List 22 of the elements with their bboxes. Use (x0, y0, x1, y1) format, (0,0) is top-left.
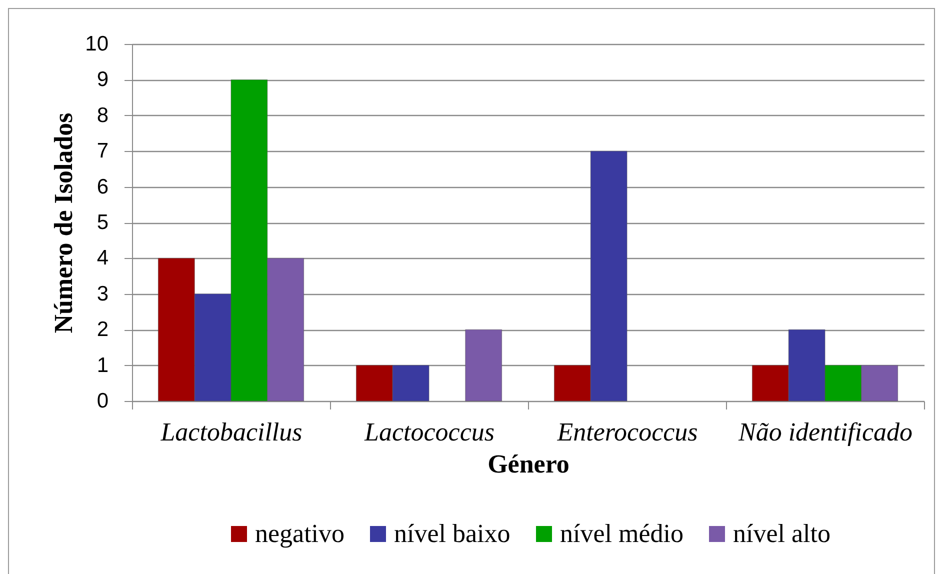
x-tick-label: Não identificado (737, 418, 913, 446)
x-axis-title: Género (488, 450, 570, 478)
y-tick-label: 3 (96, 282, 108, 306)
legend-label: nível médio (560, 519, 684, 548)
y-tick-label: 9 (96, 68, 108, 92)
legend-label: nível alto (733, 519, 830, 548)
y-tick-label: 0 (96, 390, 108, 412)
y-tick-label: 6 (96, 175, 108, 198)
y-tick-label: 10 (85, 32, 108, 56)
y-tick-label: 4 (96, 246, 109, 270)
y-tick-label: 7 (96, 140, 108, 163)
legend-label: nível baixo (394, 519, 510, 548)
y-tick-label: 8 (96, 104, 108, 127)
x-tick-label: Lactococcus (364, 418, 494, 446)
y-tick-label: 2 (96, 318, 108, 342)
y-tick-label: 5 (96, 211, 108, 234)
legend-label: negativo (255, 519, 345, 548)
y-axis-title: Número de Isolados (49, 112, 78, 334)
x-tick-label: Enterococcus (556, 418, 698, 446)
bar (465, 329, 502, 402)
x-tick-label: Lactobacillus (160, 418, 302, 446)
y-tick-label: 1 (96, 354, 108, 377)
